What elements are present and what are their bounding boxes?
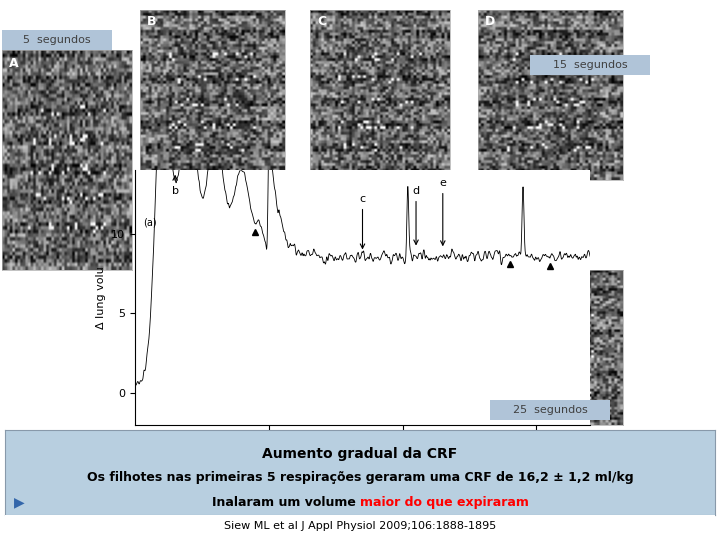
Text: Inalaram um volume: Inalaram um volume xyxy=(212,496,360,509)
Text: b: b xyxy=(171,176,179,196)
Text: c: c xyxy=(359,194,366,248)
Y-axis label: Δ lung volu: Δ lung volu xyxy=(96,266,106,329)
Text: Aumento gradual da CRF: Aumento gradual da CRF xyxy=(262,447,458,461)
Text: maior do que expiraram: maior do que expiraram xyxy=(360,496,529,509)
Text: 5  segundos: 5 segundos xyxy=(23,35,91,45)
Text: e: e xyxy=(439,178,446,245)
Text: (a): (a) xyxy=(143,218,157,228)
Text: E: E xyxy=(322,275,330,288)
Text: A: A xyxy=(9,57,18,70)
X-axis label: Time (secs): Time (secs) xyxy=(326,448,399,461)
Text: ▶: ▶ xyxy=(14,495,25,509)
Text: Siew ML et al J Appl Physiol 2009;106:1888-1895: Siew ML et al J Appl Physiol 2009;106:18… xyxy=(224,521,496,531)
Text: C: C xyxy=(317,15,326,28)
Text: 15  segundos: 15 segundos xyxy=(553,60,627,70)
Text: F: F xyxy=(485,275,494,288)
Text: D: D xyxy=(485,15,495,28)
Text: Os filhotes nas primeiras 5 respirações geraram uma CRF de 16,2 ± 1,2 ml/kg: Os filhotes nas primeiras 5 respirações … xyxy=(86,471,634,484)
Text: d: d xyxy=(413,186,420,245)
Text: 25  segundos: 25 segundos xyxy=(513,405,588,415)
Text: B: B xyxy=(148,15,157,28)
